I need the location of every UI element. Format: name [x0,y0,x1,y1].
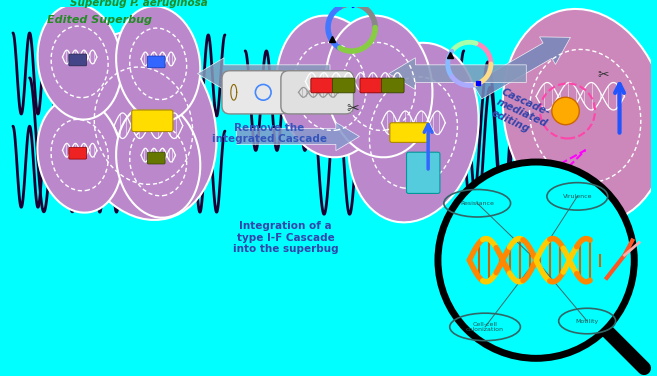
FancyBboxPatch shape [281,71,353,114]
FancyBboxPatch shape [222,71,288,114]
Text: Motility: Motility [576,318,599,323]
FancyBboxPatch shape [69,147,87,159]
Ellipse shape [503,9,657,223]
Ellipse shape [70,32,217,220]
Circle shape [552,97,579,125]
FancyBboxPatch shape [332,78,355,93]
Ellipse shape [37,4,122,120]
Ellipse shape [116,102,200,218]
Text: Superbug P. aeruginosa: Superbug P. aeruginosa [70,0,208,8]
Ellipse shape [116,6,200,121]
FancyBboxPatch shape [147,56,165,68]
FancyBboxPatch shape [390,123,429,143]
Text: Resistance: Resistance [461,201,494,206]
Circle shape [438,162,634,358]
Polygon shape [473,37,570,99]
FancyBboxPatch shape [69,54,87,66]
Ellipse shape [37,98,122,213]
Polygon shape [237,122,359,151]
Ellipse shape [348,43,478,222]
Polygon shape [389,58,526,89]
Ellipse shape [326,15,432,157]
Text: Cell-cell
colonization: Cell-cell colonization [466,321,504,332]
Text: Integration of a
type I-F Cascade
into the superbug: Integration of a type I-F Cascade into t… [233,221,338,254]
FancyBboxPatch shape [407,152,440,193]
FancyBboxPatch shape [382,78,404,93]
FancyBboxPatch shape [131,110,173,132]
Ellipse shape [277,15,384,157]
Text: ✂: ✂ [346,101,359,116]
FancyBboxPatch shape [360,78,382,93]
Text: ✂: ✂ [597,68,608,82]
Text: Edited Superbug: Edited Superbug [47,15,152,25]
Text: Remove the
integrated Cascade: Remove the integrated Cascade [212,123,327,144]
FancyBboxPatch shape [311,78,333,93]
Text: Cascade-
mediated
editing: Cascade- mediated editing [490,86,554,140]
Text: Virulence: Virulence [562,194,592,199]
Polygon shape [198,58,330,89]
FancyBboxPatch shape [147,152,165,164]
